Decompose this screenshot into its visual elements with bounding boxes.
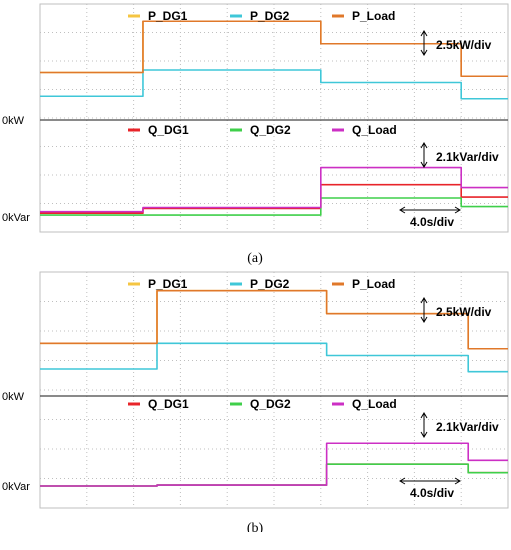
legend-label-top-p-dg1: P_DG1 xyxy=(148,9,188,23)
scale-arrowhead-down-bottom xyxy=(420,161,428,168)
panel-caption: (a) xyxy=(247,251,263,265)
scale-arrowhead-up-bottom xyxy=(420,142,428,149)
legend-label-top-p-dg1: P_DG1 xyxy=(148,277,188,291)
time-arrowhead-left xyxy=(399,477,406,485)
scale-arrowhead-down-top xyxy=(420,49,428,56)
legend-label-top-p-load: P_Load xyxy=(352,277,395,291)
time-scale-label: 4.0s/div xyxy=(410,486,454,500)
scale-label-bottom: 2.1kVar/div xyxy=(436,150,499,164)
zero-label-top: 0kW xyxy=(2,115,25,127)
panel-caption: (b) xyxy=(247,521,264,532)
time-arrowhead-right xyxy=(454,477,461,485)
zero-label-bottom: 0kVar xyxy=(2,212,30,224)
time-arrowhead-right xyxy=(454,206,461,214)
trace-top-p-dg2 xyxy=(40,69,508,100)
trace-top-p-load xyxy=(40,20,508,78)
legend-label-bottom-q-dg2: Q_DG2 xyxy=(250,123,291,137)
zero-label-top: 0kW xyxy=(2,391,25,403)
time-scale-label: 4.0s/div xyxy=(410,215,454,229)
trace-bottom-q-dg1 xyxy=(40,463,508,487)
trace-bottom-q-dg2 xyxy=(40,463,508,487)
scale-arrowhead-down-top xyxy=(420,316,428,323)
scope-panel-b: 0kW 0kVar P_DG1 P_DG2 P_Load Q_DG1 Q_DG2 Q_Load… xyxy=(0,268,511,532)
scale-label-top: 2.5kW/div xyxy=(436,38,492,52)
legend-label-bottom-q-dg2: Q_DG2 xyxy=(250,397,291,411)
scale-arrowhead-up-top xyxy=(420,30,428,37)
scale-arrowhead-up-bottom xyxy=(420,412,428,419)
trace-top-p-dg2 xyxy=(40,342,508,373)
scale-arrowhead-up-top xyxy=(420,297,428,304)
legend-label-bottom-q-dg1: Q_DG1 xyxy=(148,123,189,137)
scale-label-top: 2.5kW/div xyxy=(436,305,492,319)
trace-bottom-q-load xyxy=(40,442,508,487)
trace-top-p-load xyxy=(40,289,508,350)
scale-label-bottom: 2.1kVar/div xyxy=(436,420,499,434)
scope-chart-a: 0kW 0kVar P_DG1 P_DG2 P_Load Q_DG1 Q_DG2 Q_Load… xyxy=(2,3,509,265)
scope-chart-b: 0kW 0kVar P_DG1 P_DG2 P_Load Q_DG1 Q_DG2 Q_Load… xyxy=(2,271,509,532)
legend-label-top-p-dg2: P_DG2 xyxy=(250,277,290,291)
legend-label-bottom-q-dg1: Q_DG1 xyxy=(148,397,189,411)
scope-grid xyxy=(39,3,509,233)
legend-label-top-p-load: P_Load xyxy=(352,9,395,23)
scale-arrowhead-down-bottom xyxy=(420,431,428,438)
scope-grid xyxy=(39,271,509,509)
time-arrowhead-left xyxy=(399,206,406,214)
legend-label-top-p-dg2: P_DG2 xyxy=(250,9,290,23)
legend-label-bottom-q-load: Q_Load xyxy=(352,397,397,411)
scope-panel-a: 0kW 0kVar P_DG1 P_DG2 P_Load Q_DG1 Q_DG2 Q_Load… xyxy=(0,0,511,265)
trace-bottom-q-load xyxy=(40,166,508,213)
legend-label-bottom-q-load: Q_Load xyxy=(352,123,397,137)
zero-label-bottom: 0kVar xyxy=(2,481,30,493)
